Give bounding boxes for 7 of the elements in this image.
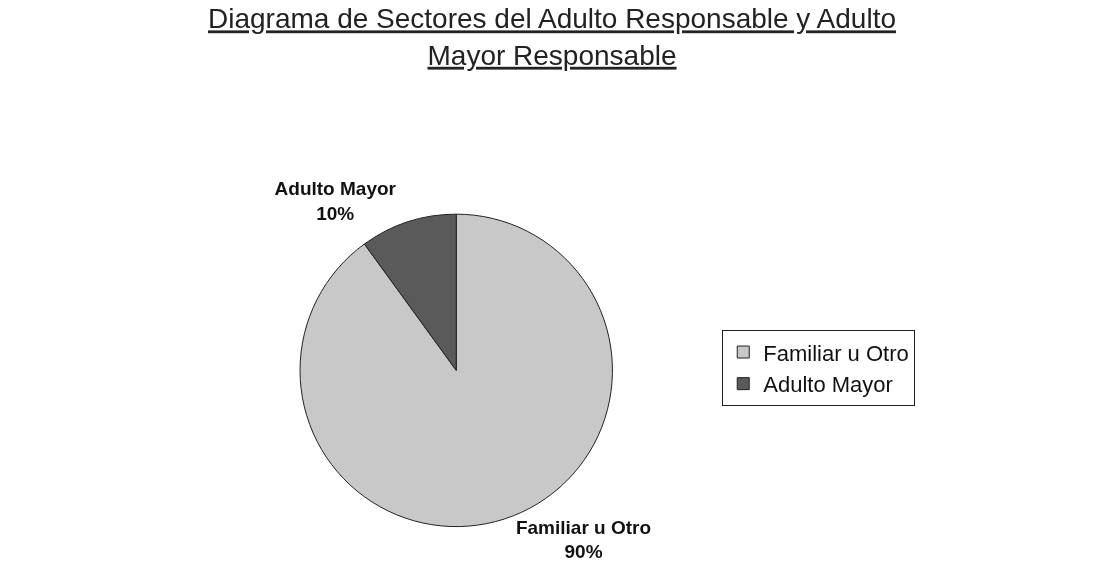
data-label: 90% [564, 541, 603, 563]
data-label: 10% [316, 202, 355, 224]
chart-title: Diagrama de Sectores del Adulto Responsable y Adulto Mayor Responsable [208, 3, 896, 71]
slice-label: Familiar u Otro [515, 516, 652, 538]
legend-label: Familiar u Otro [763, 340, 909, 366]
legend-label: Adulto Mayor [763, 372, 893, 398]
slice-label: Adulto Mayor [274, 178, 397, 200]
